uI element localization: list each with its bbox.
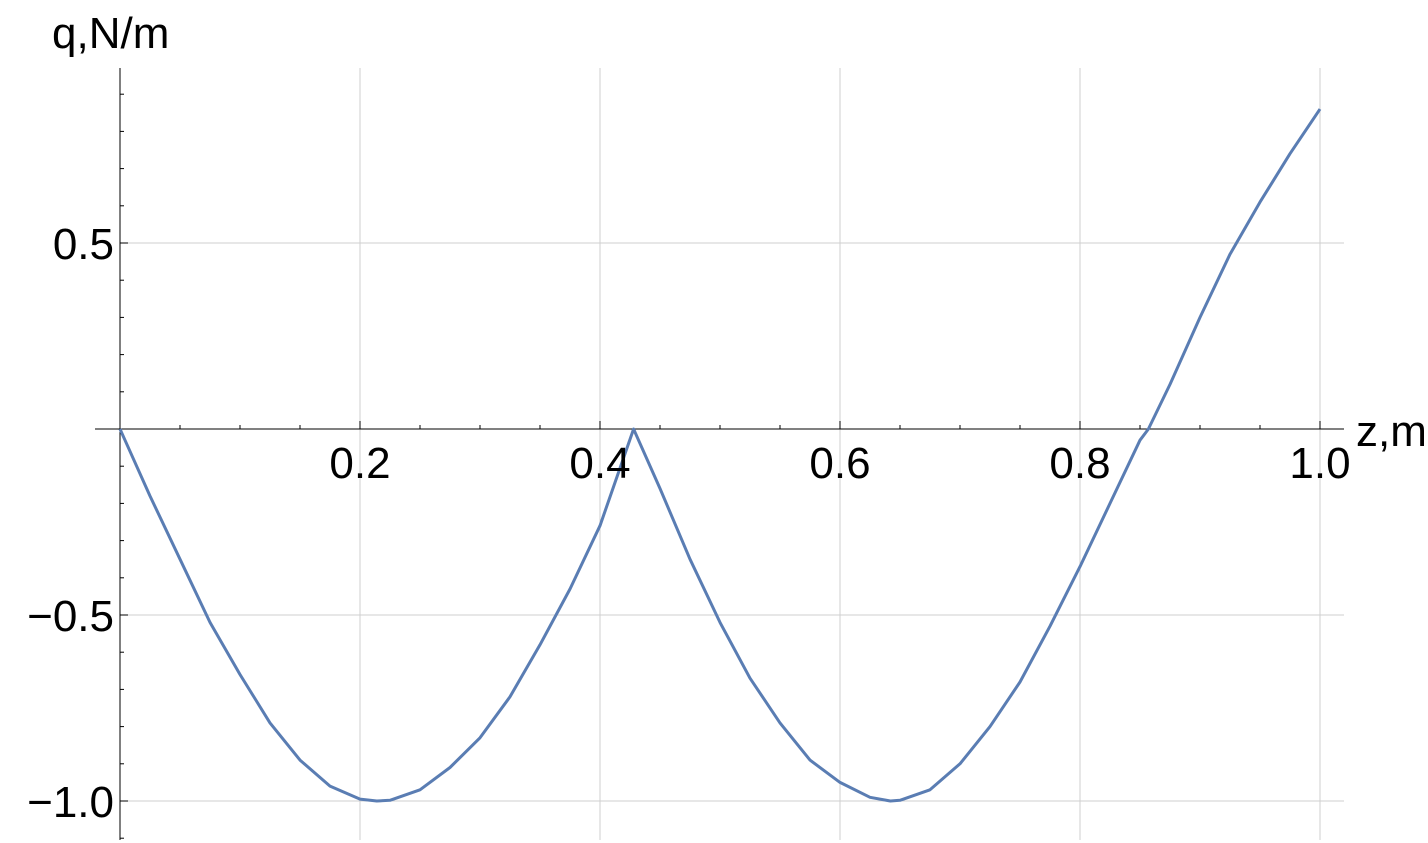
y-tick-label: 0.5 bbox=[53, 220, 114, 269]
x-tick-label: 0.2 bbox=[329, 439, 390, 488]
x-tick-label: 1.0 bbox=[1289, 439, 1350, 488]
y-axis-title: q,N/m bbox=[52, 9, 169, 58]
x-tick-label: 0.4 bbox=[569, 439, 630, 488]
tick-labels: 0.2 0.4 0.6 0.8 1.0 0.5 −0.5 −1.0 bbox=[27, 220, 1350, 827]
series-line bbox=[118, 108, 1322, 803]
grid-lines bbox=[120, 68, 1344, 840]
minor-ticks bbox=[120, 93, 1321, 839]
x-axis-title: z,m bbox=[1356, 407, 1427, 456]
x-tick-label: 0.8 bbox=[1049, 439, 1110, 488]
x-tick-label: 0.6 bbox=[809, 439, 870, 488]
y-tick-label: −1.0 bbox=[27, 778, 114, 827]
series-layer bbox=[118, 108, 1322, 803]
axes bbox=[95, 68, 1344, 840]
y-tick-label: −0.5 bbox=[27, 592, 114, 641]
